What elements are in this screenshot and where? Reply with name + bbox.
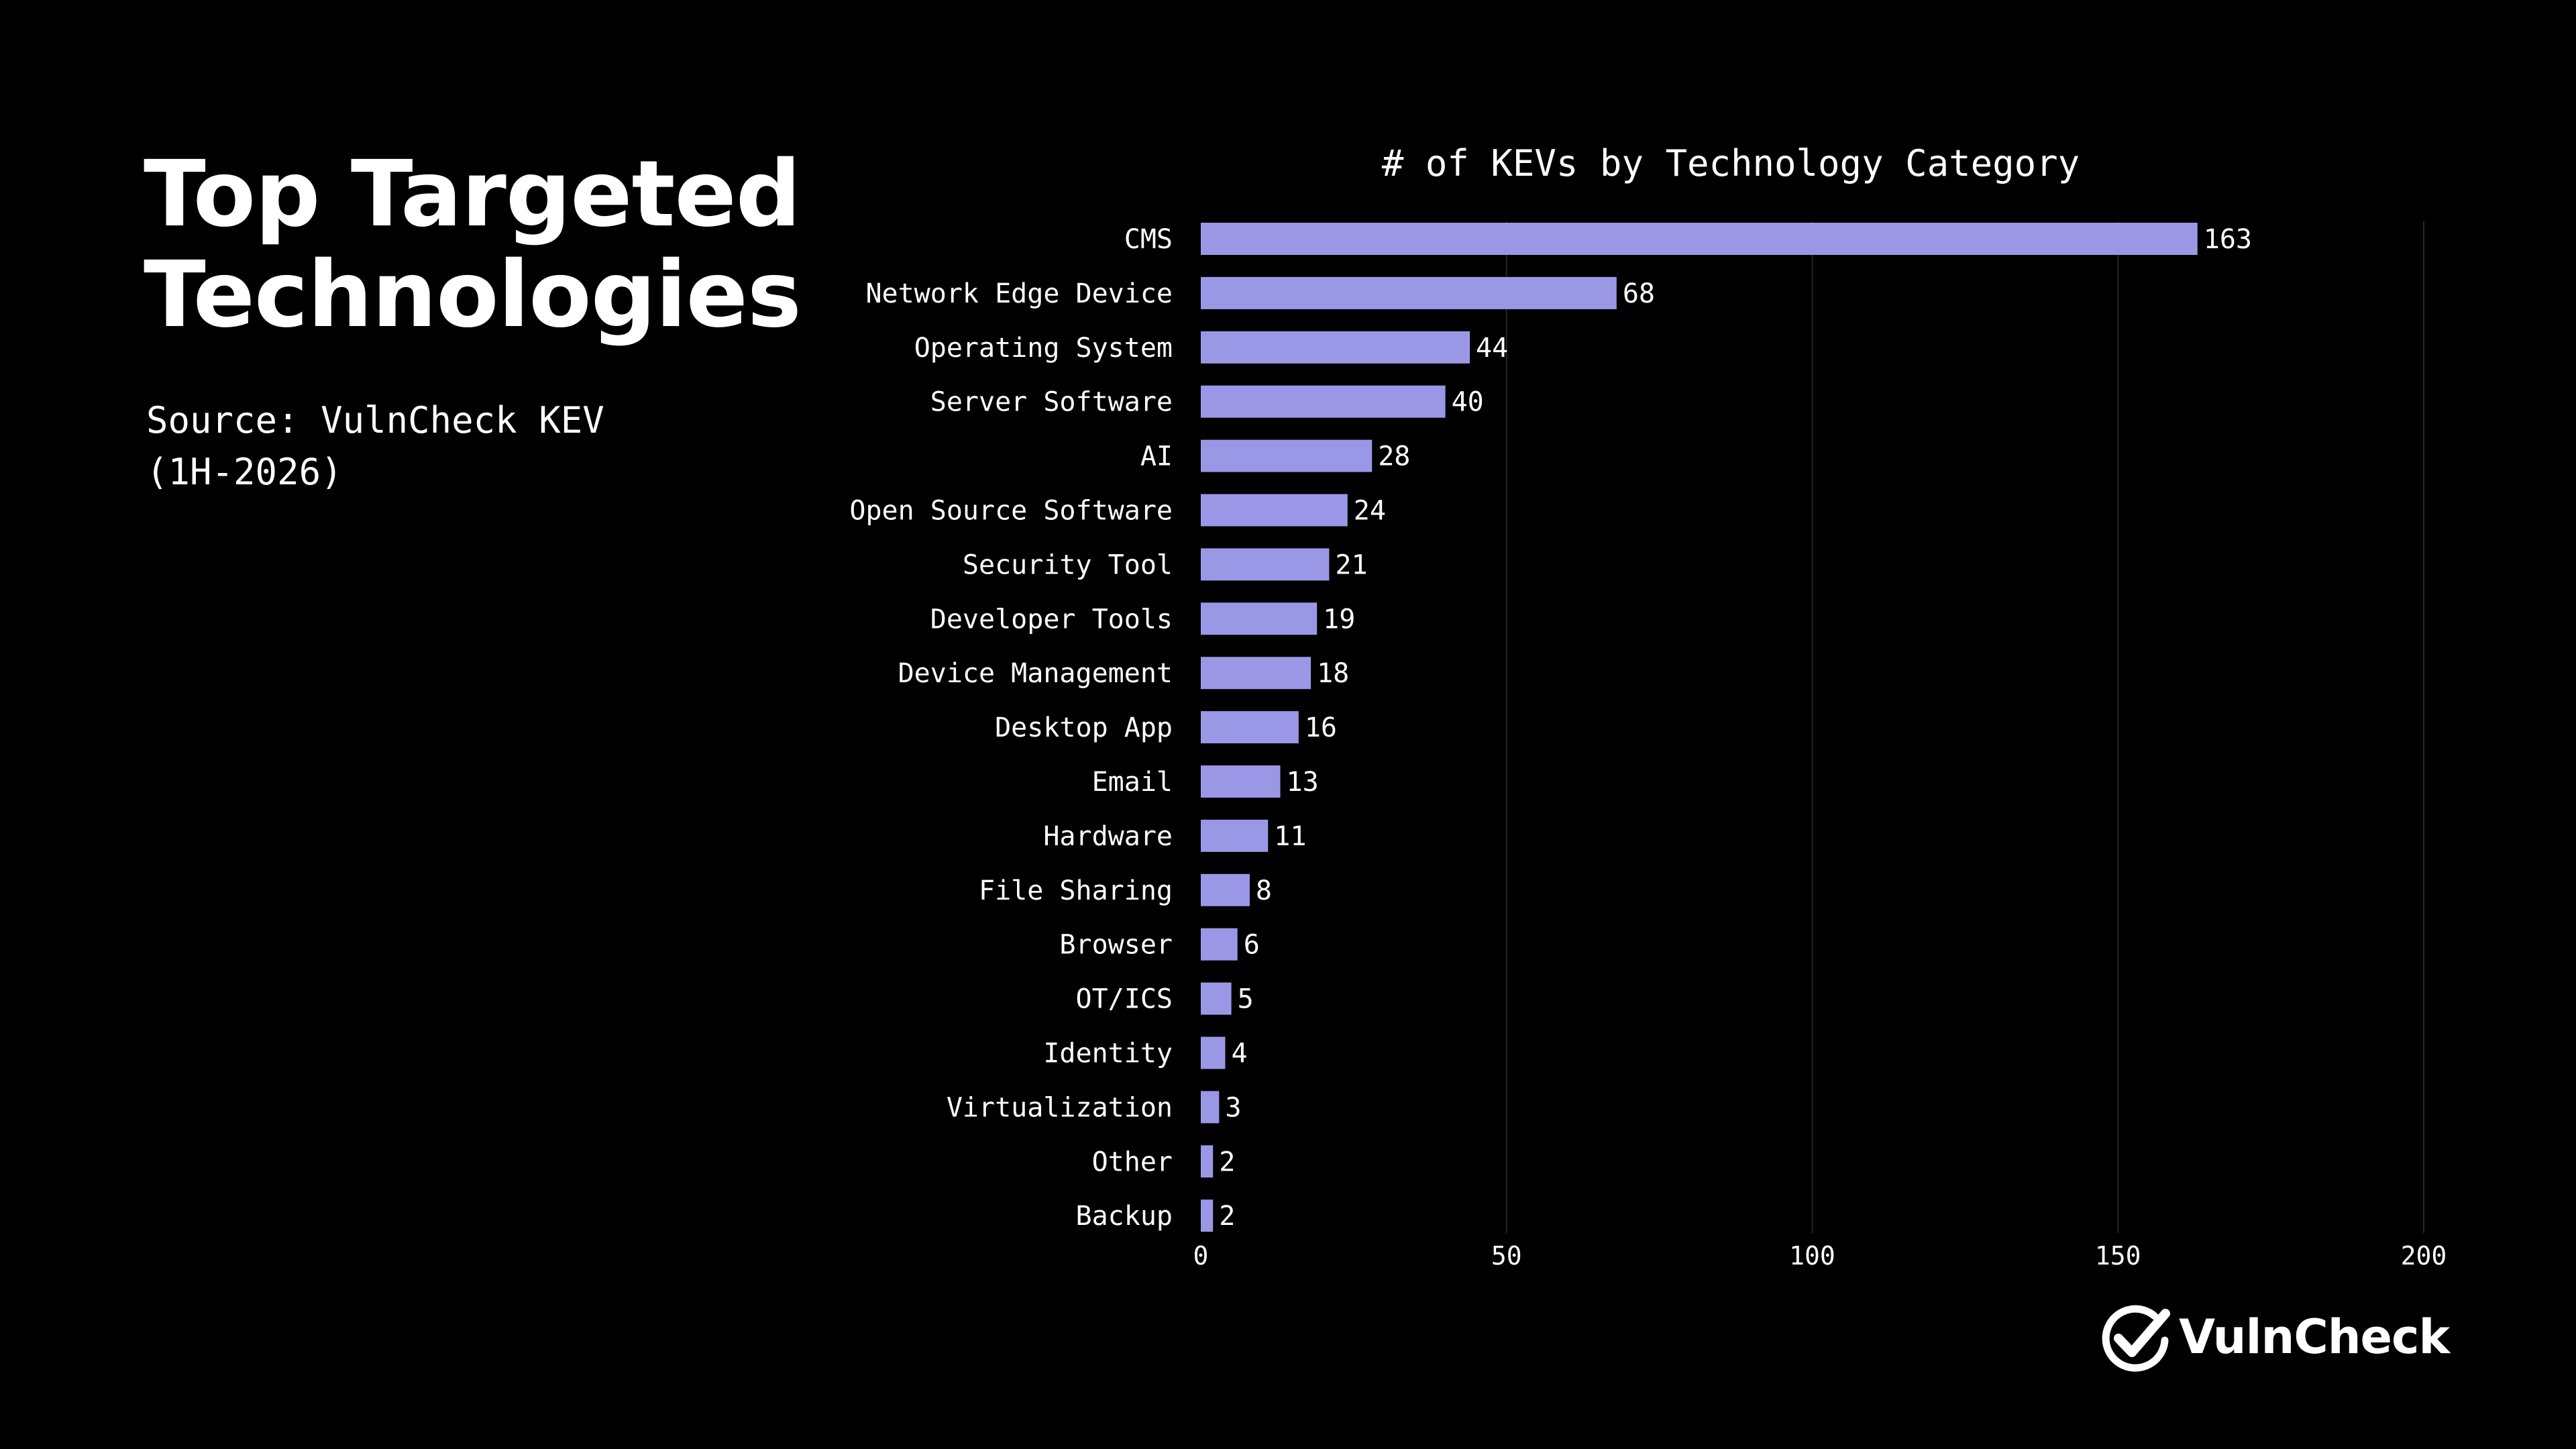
bar	[1201, 602, 1318, 635]
x-tick-label: 200	[2401, 1241, 2447, 1271]
bar	[1201, 1036, 1226, 1069]
value-label: 21	[1335, 549, 1367, 580]
category-label: Other	[1092, 1146, 1173, 1177]
chart-value-labels: 163 68 44 40 28 24 21 19 18 16 13 118 6 5 4 3 2 2	[1219, 224, 2252, 1232]
category-label: Hardware	[1043, 821, 1173, 852]
value-label: 3	[1225, 1092, 1241, 1123]
category-label: AI	[1140, 441, 1173, 472]
value-label: 2	[1219, 1201, 1235, 1232]
bar	[1201, 765, 1281, 798]
check-circle-icon	[2102, 1305, 2170, 1372]
bar	[1201, 223, 2198, 255]
value-label: 4	[1231, 1038, 1247, 1069]
bar	[1201, 819, 1269, 852]
category-label: OT/ICS	[1076, 984, 1173, 1015]
bar	[1201, 385, 1446, 418]
category-label: Security Tool	[963, 549, 1173, 580]
bar	[1201, 1091, 1220, 1124]
x-tick-label: 100	[1789, 1241, 1835, 1271]
category-label: Network Edge Device	[865, 278, 1173, 309]
value-label: 28	[1378, 441, 1410, 472]
value-label: 11	[1274, 821, 1306, 852]
value-label: 2	[1219, 1146, 1235, 1177]
bar	[1201, 657, 1311, 690]
page-title-line-1: Top Targeted	[144, 142, 801, 248]
chart-gridlines	[1505, 221, 2424, 1233]
bar	[1201, 711, 1299, 744]
category-label: Desktop App	[995, 712, 1173, 743]
bar	[1201, 1145, 1214, 1178]
bar	[1201, 1199, 1214, 1232]
chart-bars	[1201, 223, 2198, 1232]
page-title: Top Targeted Technologies	[144, 144, 881, 345]
value-label: 40	[1452, 387, 1484, 418]
category-label: Device Management	[898, 658, 1173, 689]
brand-name: VulnCheck	[2179, 1309, 2450, 1364]
x-tick-label: 0	[1193, 1241, 1209, 1271]
bar	[1201, 873, 1250, 906]
category-label: Operating System	[914, 333, 1173, 364]
source-line-2: (1H-2026)	[146, 451, 343, 493]
bar	[1201, 439, 1373, 472]
page-title-line-2: Technologies	[144, 242, 802, 348]
value-label: 68	[1623, 278, 1655, 309]
category-label: File Sharing	[979, 875, 1173, 906]
bar	[1201, 982, 1232, 1015]
category-label: Server Software	[930, 387, 1173, 418]
value-label: 13	[1286, 767, 1318, 798]
value-label: 8	[1256, 875, 1272, 906]
category-label: Virtualization	[947, 1092, 1173, 1123]
bar	[1201, 928, 1238, 961]
category-label: Backup	[1076, 1201, 1173, 1232]
value-label: 19	[1323, 604, 1355, 635]
category-label: Developer Tools	[930, 604, 1173, 635]
value-label: 6	[1244, 930, 1260, 961]
category-label: Browser	[1059, 930, 1173, 961]
source-note: Source: VulnCheck KEV (1H-2026)	[146, 394, 750, 498]
source-line-1: Source: VulnCheck KEV	[146, 399, 604, 441]
x-tick-label: 150	[2095, 1241, 2141, 1271]
value-label: 163	[2204, 224, 2252, 255]
value-label: 16	[1305, 712, 1337, 743]
bar	[1201, 548, 1330, 581]
x-tick-label: 50	[1491, 1241, 1522, 1271]
category-label: CMS	[1124, 224, 1173, 255]
category-label: Email	[1092, 767, 1173, 798]
chart-x-axis: 0 50 100 150 200	[1193, 1241, 2447, 1271]
vulncheck-logo: VulnCheck	[2098, 1301, 2450, 1375]
bar	[1201, 494, 1348, 527]
chart-title: # of KEVs by Technology Category	[1382, 142, 2080, 184]
category-label: Open Source Software	[849, 496, 1173, 527]
bar	[1201, 331, 1470, 364]
bar	[1201, 276, 1617, 309]
chart-category-labels: CMS Network Edge Device Operating System Se…	[849, 224, 1173, 1232]
value-label: 18	[1317, 658, 1349, 689]
value-label: 44	[1476, 333, 1508, 364]
value-label: 24	[1354, 496, 1386, 527]
category-label: Identity	[1043, 1038, 1173, 1069]
value-label: 5	[1238, 984, 1254, 1015]
